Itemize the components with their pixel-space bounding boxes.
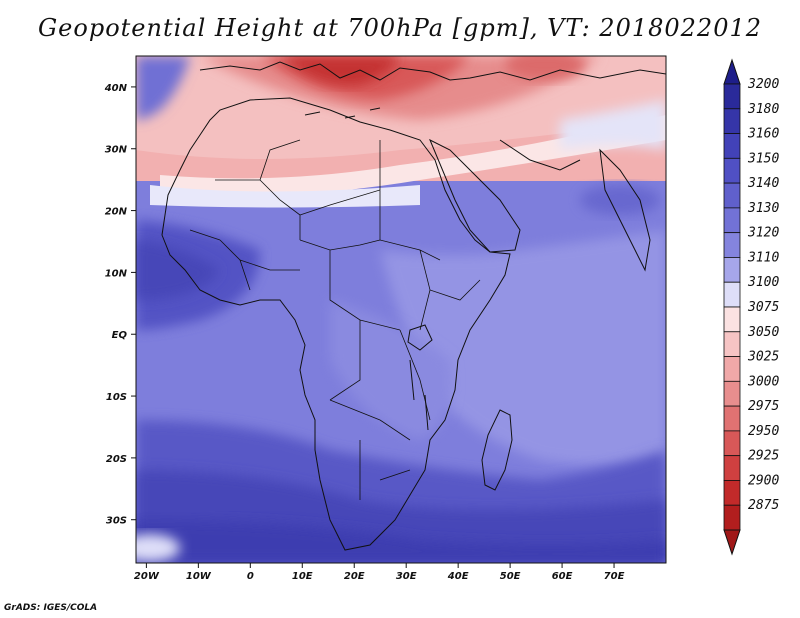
- colorbar-swatch: [723, 405, 741, 432]
- colorbar-label: 3100: [747, 275, 779, 290]
- colorbar: 3200 3180 3160 3150 3140 3130 3120 3110 3100 3075…: [723, 58, 779, 556]
- lat-tick-label: 40N: [104, 83, 128, 94]
- colorbar-swatch: [723, 232, 741, 258]
- colorbar-label: 2875: [748, 498, 779, 513]
- lat-tick-label: 10N: [105, 268, 128, 279]
- lon-tick-label: 10E: [292, 571, 313, 582]
- lake-malawi: [424, 394, 429, 431]
- colorbar-swatch: [723, 480, 741, 506]
- colorbar-bottom-arrow: [723, 529, 741, 556]
- grads-credit: GrADS: IGES/COLA: [4, 603, 98, 613]
- colorbar-swatch: [723, 133, 741, 159]
- lat-tick-label: 20S: [106, 454, 127, 465]
- lake-tanganyika: [409, 359, 415, 401]
- map-frame: [135, 55, 667, 564]
- colorbar-label: 3110: [747, 250, 779, 265]
- colorbar-label: 3160: [747, 127, 779, 142]
- colorbar-label: 3025: [747, 350, 779, 365]
- colorbar-swatch: [723, 281, 741, 308]
- map-title: Geopotential Height at 700hPa [gpm], VT:…: [38, 14, 762, 42]
- coastline-outlines: [161, 61, 666, 551]
- mediterranean-islands: [304, 107, 381, 119]
- colorbar-label: 3120: [747, 226, 779, 241]
- colorbar-swatch: [723, 108, 741, 134]
- colorbar-swatch: [723, 83, 741, 110]
- lon-tick-label: 50E: [500, 571, 521, 582]
- height-field: [136, 56, 666, 563]
- lon-tick-label: 70E: [604, 571, 625, 582]
- colorbar-swatch: [723, 331, 741, 357]
- colorbar-label: 3200: [747, 77, 779, 92]
- colorbar-swatch: [723, 306, 741, 333]
- colorbar-label: 3050: [747, 325, 779, 340]
- lat-tick-label: EQ: [112, 330, 128, 341]
- colorbar-swatch: [723, 182, 741, 209]
- colorbar-label: 3180: [747, 102, 779, 117]
- colorbar-label: 2925: [748, 449, 779, 464]
- colorbar-swatch: [723, 207, 741, 234]
- colorbar-swatch: [723, 157, 741, 184]
- colorbar-label: 2950: [748, 424, 779, 439]
- europe-coastline: [199, 61, 666, 81]
- india-coastline: [599, 148, 651, 272]
- colorbar-swatch: [723, 380, 741, 407]
- colorbar-top-arrow: [723, 58, 741, 85]
- lon-tick-label: 20E: [344, 571, 365, 582]
- lon-tick-label: 20W: [134, 571, 160, 582]
- lon-tick-label: 40E: [447, 571, 469, 582]
- country-borders: [189, 139, 481, 500]
- colorbar-swatch: [723, 455, 741, 481]
- colorbar-label: 2900: [748, 473, 779, 488]
- colorbar-swatch: [723, 356, 741, 382]
- colorbar-label: 2975: [748, 399, 779, 414]
- latitude-ticks: 40N 30N 20N 10N EQ 10S 20S 30S: [104, 83, 136, 527]
- longitude-ticks: 20W 10W 0 10E 20E 30E 40E 50E 60E 70E: [134, 563, 625, 582]
- colorbar-label: 3140: [747, 176, 779, 191]
- lon-tick-label: 0: [247, 571, 254, 582]
- lat-tick-label: 20N: [105, 207, 128, 218]
- lon-tick-label: 60E: [552, 571, 573, 582]
- colorbar-label: 3130: [747, 201, 779, 216]
- madagascar-coastline: [481, 409, 513, 491]
- lat-tick-label: 10S: [106, 392, 127, 403]
- colorbar-swatch: [723, 257, 741, 283]
- colorbar-label: 3150: [747, 151, 779, 166]
- lon-tick-label: 10W: [186, 571, 212, 582]
- africa-coastline: [161, 97, 511, 551]
- lon-tick-label: 30E: [396, 571, 417, 582]
- lake-victoria: [407, 324, 433, 351]
- lat-tick-label: 30N: [105, 145, 128, 156]
- colorbar-swatch: [723, 504, 741, 531]
- lat-tick-label: 30S: [106, 516, 127, 527]
- persian-gulf: [499, 139, 581, 171]
- colorbar-label: 3075: [747, 300, 779, 315]
- colorbar-swatch: [723, 430, 741, 457]
- arabia-coastline: [429, 138, 521, 253]
- colorbar-label: 3000: [747, 374, 779, 389]
